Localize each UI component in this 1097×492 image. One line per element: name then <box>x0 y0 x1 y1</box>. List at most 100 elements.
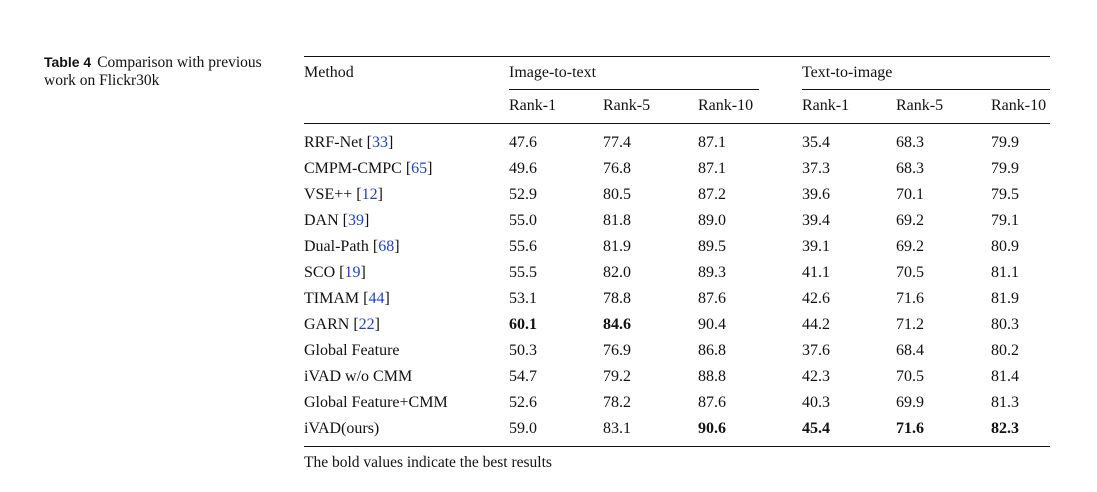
table-row-method: iVAD w/o CMM <box>304 367 412 387</box>
table-cell: 68.3 <box>896 160 924 177</box>
method-header: Method <box>304 64 354 81</box>
table-cell: 78.2 <box>603 394 631 411</box>
table-cell: 89.0 <box>698 212 726 229</box>
subheader-i2t-rank-1: Rank-1 <box>509 97 557 114</box>
table-cell: 42.3 <box>802 368 830 385</box>
table-cell: 89.3 <box>698 264 726 281</box>
table-row-method: VSE++ [12] <box>304 186 383 203</box>
table-cell: 41.1 <box>802 264 830 281</box>
method-name: TIMAM <box>304 290 360 307</box>
table-cell: 87.6 <box>698 290 726 307</box>
group-rule-image-to-text <box>509 89 759 90</box>
method-name: iVAD w/o CMM <box>304 368 413 385</box>
citation-link[interactable]: 12 <box>361 186 378 203</box>
table-row-method: GARN [22] <box>304 316 380 333</box>
table-row-method: SCO [19] <box>304 264 366 281</box>
table-cell: 90.6 <box>698 420 726 437</box>
table-cell: 52.6 <box>509 394 537 411</box>
table-cell: 37.6 <box>802 342 830 359</box>
table-cell: 87.6 <box>698 394 726 411</box>
method-name: Global Feature <box>304 342 400 359</box>
table-caption: Table 4 Comparison with previous work on … <box>44 53 264 90</box>
table-cell: 70.5 <box>896 368 924 385</box>
table-cell: 78.8 <box>603 290 631 307</box>
table-cell: 53.1 <box>509 290 537 307</box>
table-cell: 80.2 <box>991 342 1019 359</box>
method-name: VSE++ <box>304 186 353 203</box>
table-cell: 71.2 <box>896 316 924 333</box>
table-cell: 40.3 <box>802 394 830 411</box>
table-cell: 81.4 <box>991 368 1019 385</box>
method-name: SCO <box>304 264 336 281</box>
table-cell: 87.1 <box>698 160 726 177</box>
table-cell: 76.8 <box>603 160 631 177</box>
table-cell: 79.2 <box>603 368 631 385</box>
table-cell: 71.6 <box>896 290 924 307</box>
table-cell: 44.2 <box>802 316 830 333</box>
table-cell: 55.6 <box>509 238 537 255</box>
table-cell: 90.4 <box>698 316 726 333</box>
subheader-i2t-rank-10: Rank-10 <box>698 97 754 114</box>
table-cell: 50.3 <box>509 342 537 359</box>
table-header-rule <box>304 123 1050 124</box>
table-cell: 49.6 <box>509 160 537 177</box>
citation-link[interactable]: 33 <box>372 134 388 151</box>
table-cell: 76.9 <box>603 342 631 359</box>
citation-link[interactable]: 65 <box>411 160 428 177</box>
table-cell: 81.3 <box>991 394 1019 411</box>
table-cell: 80.3 <box>991 316 1019 333</box>
citation-link[interactable]: 68 <box>378 238 395 255</box>
table-cell: 86.8 <box>698 342 726 359</box>
table-cell: 39.4 <box>802 212 830 229</box>
table-caption-text: Comparison with previous work on Flickr3… <box>44 54 262 89</box>
table-row-method: RRF-Net [33] <box>304 134 394 151</box>
table-cell: 70.5 <box>896 264 924 281</box>
group-header-text-to-image: Text-to-image <box>802 64 893 81</box>
table-row-method: DAN [39] <box>304 212 370 229</box>
table-row-method: Global Feature+CMM <box>304 393 448 413</box>
table-cell: 89.5 <box>698 238 726 255</box>
table-footnote: The bold values indicate the best result… <box>304 454 552 471</box>
subheader-t2i-rank-1: Rank-1 <box>802 97 850 114</box>
method-name: Dual-Path <box>304 238 369 255</box>
table-cell: 81.9 <box>991 290 1019 307</box>
table-cell: 35.4 <box>802 134 830 151</box>
table-cell: 52.9 <box>509 186 537 203</box>
table-cell: 80.5 <box>603 186 631 203</box>
table-cell: 79.1 <box>991 212 1019 229</box>
table-cell: 84.6 <box>603 316 631 333</box>
table-cell: 39.6 <box>802 186 830 203</box>
table-cell: 60.1 <box>509 316 537 333</box>
method-name: RRF-Net <box>304 134 363 151</box>
citation-link[interactable]: 22 <box>358 316 375 333</box>
table-cell: 79.9 <box>991 160 1019 177</box>
table-cell: 68.4 <box>896 342 924 359</box>
table-label: Table 4 <box>44 54 92 70</box>
table-cell: 71.6 <box>896 420 924 437</box>
table-cell: 82.0 <box>603 264 631 281</box>
table-cell: 80.9 <box>991 238 1019 255</box>
table-cell: 83.1 <box>603 420 631 437</box>
group-rule-text-to-image <box>802 89 1050 90</box>
table-top-rule <box>304 56 1050 57</box>
method-name: DAN <box>304 212 339 229</box>
table-cell: 81.9 <box>603 238 631 255</box>
citation-link[interactable]: 19 <box>344 264 361 281</box>
group-header-image-to-text: Image-to-text <box>509 64 597 81</box>
table-cell: 54.7 <box>509 368 537 385</box>
table-cell: 45.4 <box>802 420 830 437</box>
subheader-t2i-rank-10: Rank-10 <box>991 97 1047 114</box>
citation-link[interactable]: 39 <box>348 212 364 229</box>
table-cell: 68.3 <box>896 134 924 151</box>
table-cell: 88.8 <box>698 368 726 385</box>
table-cell: 69.2 <box>896 238 924 255</box>
table-cell: 69.9 <box>896 394 924 411</box>
citation-link[interactable]: 44 <box>368 290 385 307</box>
table-cell: 37.3 <box>802 160 830 177</box>
table-bottom-rule <box>304 446 1050 447</box>
table-cell: 82.3 <box>991 420 1019 437</box>
table-cell: 87.2 <box>698 186 726 203</box>
table-cell: 47.6 <box>509 134 537 151</box>
table-cell: 59.0 <box>509 420 537 437</box>
table-cell: 39.1 <box>802 238 830 255</box>
